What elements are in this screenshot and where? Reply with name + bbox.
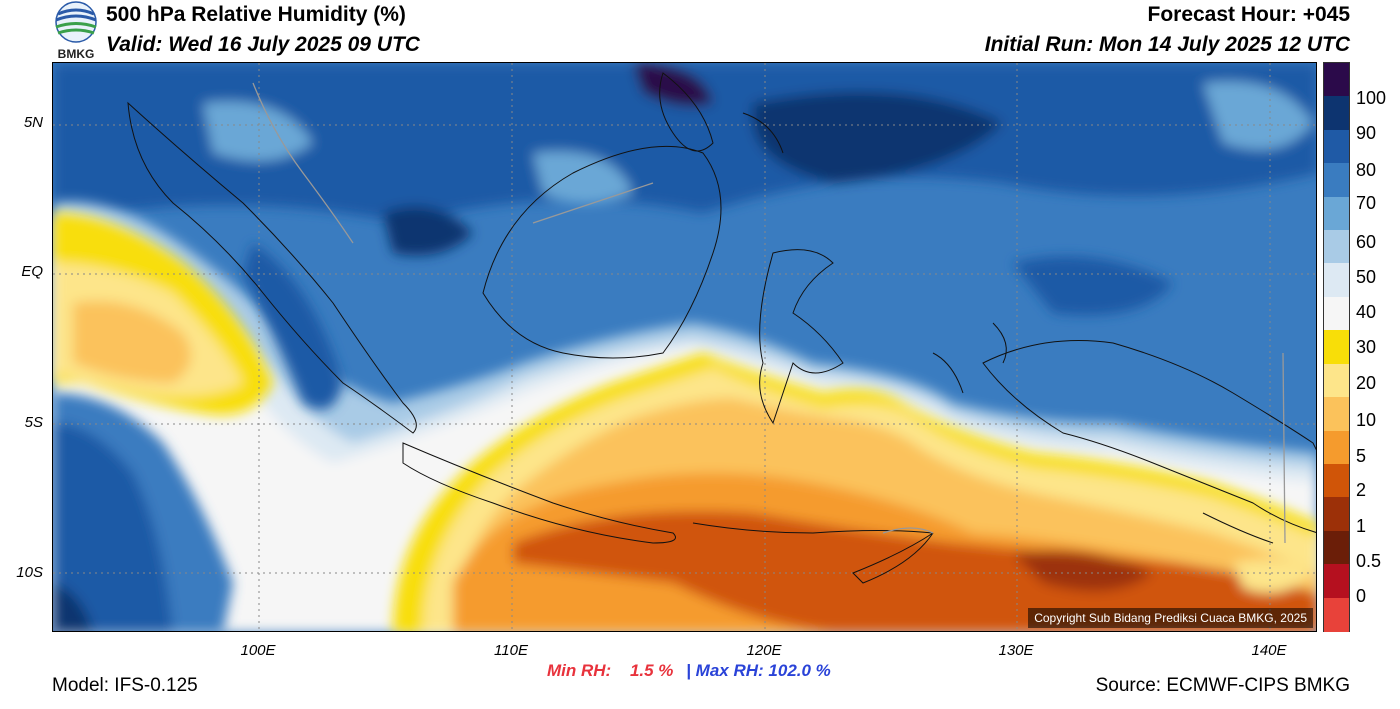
- colorbar-segment: [1324, 263, 1349, 298]
- max-rh: Max RH: 102.0 %: [695, 661, 831, 680]
- forecast-hour: Forecast Hour: +045: [1147, 3, 1351, 26]
- colorbar-segment: [1324, 497, 1349, 532]
- min-rh-value: 1.5 %: [629, 661, 674, 680]
- humidity-field: [53, 63, 1316, 631]
- colorbar-label: 90: [1356, 123, 1377, 143]
- svg-text:BMKG: BMKG: [58, 47, 95, 61]
- bmkg-logo: BMKG: [55, 1, 97, 61]
- colorbar-segment: [1324, 129, 1349, 164]
- colorbar-label: 60: [1356, 232, 1377, 252]
- colorbar-label: 100: [1356, 88, 1387, 108]
- lon-label-100e: 100E: [240, 642, 276, 659]
- colorbar-label: 0.5: [1356, 551, 1382, 571]
- map-title: 500 hPa Relative Humidity (%): [106, 3, 406, 26]
- colorbar-label: 2: [1356, 480, 1367, 500]
- colorbar-segment: [1324, 363, 1349, 398]
- colorbar-segment: [1324, 163, 1349, 198]
- model-label: Model: IFS-0.125: [52, 675, 198, 696]
- colorbar-label: 10: [1356, 410, 1377, 430]
- colorbar-segment: [1324, 397, 1349, 432]
- colorbar-segment: [1324, 196, 1349, 231]
- lon-label-110e: 110E: [494, 642, 528, 659]
- lon-label-130e: 130E: [998, 642, 1034, 659]
- colorbar-segment: [1324, 63, 1349, 97]
- lon-label-120e: 120E: [746, 642, 782, 659]
- colorbar-label: 20: [1356, 373, 1377, 393]
- colorbar-label: 0: [1356, 586, 1367, 606]
- colorbar-label: 50: [1356, 267, 1377, 287]
- colorbar-segment: [1324, 597, 1349, 632]
- colorbar-label: 5: [1356, 446, 1367, 466]
- lat-label-eq: EQ: [21, 263, 43, 280]
- rh-stats: Min RH: 1.5 % | Max RH: 102.0 %: [547, 661, 831, 681]
- colorbar-segment: [1324, 296, 1349, 331]
- colorbar-segment: [1324, 96, 1349, 131]
- lat-label-5n: 5N: [23, 114, 43, 131]
- colorbar-label: 1: [1356, 516, 1367, 536]
- colorbar-segment: [1324, 230, 1349, 265]
- lat-label-5s: 5S: [24, 414, 43, 431]
- colorbar: [1323, 62, 1350, 632]
- colorbar-segment: [1324, 430, 1349, 465]
- colorbar-segment: [1324, 330, 1349, 365]
- colorbar-label: 70: [1356, 193, 1377, 213]
- colorbar-segment: [1324, 530, 1349, 565]
- humidity-map: Copyright Sub Bidang Prediksi Cuaca BMKG…: [52, 62, 1317, 632]
- colorbar-segment: [1324, 463, 1349, 498]
- colorbar-label: 40: [1356, 302, 1377, 322]
- valid-time: Valid: Wed 16 July 2025 09 UTC: [106, 33, 420, 56]
- stats-separator: |: [686, 661, 691, 680]
- min-rh-label: Min RH:: [547, 661, 612, 680]
- colorbar-label: 30: [1356, 337, 1377, 357]
- colorbar-segment: [1324, 564, 1349, 599]
- copyright-notice: Copyright Sub Bidang Prediksi Cuaca BMKG…: [1028, 608, 1313, 628]
- lon-label-140e: 140E: [1251, 642, 1287, 659]
- initial-run: Initial Run: Mon 14 July 2025 12 UTC: [984, 33, 1350, 56]
- colorbar-label: 80: [1356, 160, 1377, 180]
- source-label: Source: ECMWF-CIPS BMKG: [1095, 675, 1350, 696]
- lat-label-10s: 10S: [16, 564, 43, 581]
